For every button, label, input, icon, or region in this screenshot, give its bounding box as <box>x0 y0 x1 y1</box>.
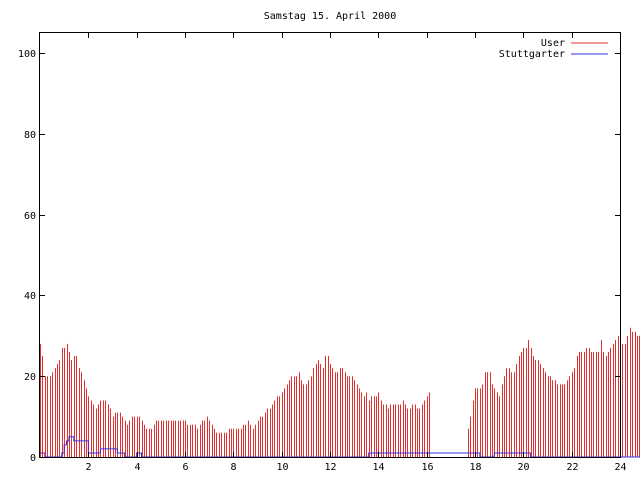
y-tick-label: 100 <box>18 49 36 60</box>
x-tick-label: 4 <box>134 462 140 473</box>
y-tick-label: 0 <box>30 453 36 464</box>
x-tick-label: 18 <box>469 462 481 473</box>
x-tick-label: 2 <box>85 462 91 473</box>
y-tick-label: 20 <box>24 372 36 383</box>
legend: User Stuttgarter <box>499 38 608 60</box>
x-tick-label: 6 <box>182 462 188 473</box>
y-tick-label: 40 <box>24 291 36 302</box>
x-tick-label: 8 <box>230 462 236 473</box>
x-tick-label: 10 <box>276 462 288 473</box>
x-tick-label: 24 <box>614 462 626 473</box>
chart-title: Samstag 15. April 2000 <box>264 11 396 22</box>
x-tick-label: 14 <box>372 462 384 473</box>
user-series <box>40 327 640 457</box>
x-tick-label: 16 <box>421 462 433 473</box>
x-tick-label: 20 <box>517 462 529 473</box>
legend-label-user: User <box>541 38 565 49</box>
y-tick-label: 60 <box>24 211 36 222</box>
x-tick-label: 12 <box>324 462 336 473</box>
plot-frame <box>39 32 621 458</box>
x-tick-label: 22 <box>566 462 578 473</box>
y-tick-label: 80 <box>24 130 36 141</box>
legend-label-stuttgarter: Stuttgarter <box>499 49 565 60</box>
